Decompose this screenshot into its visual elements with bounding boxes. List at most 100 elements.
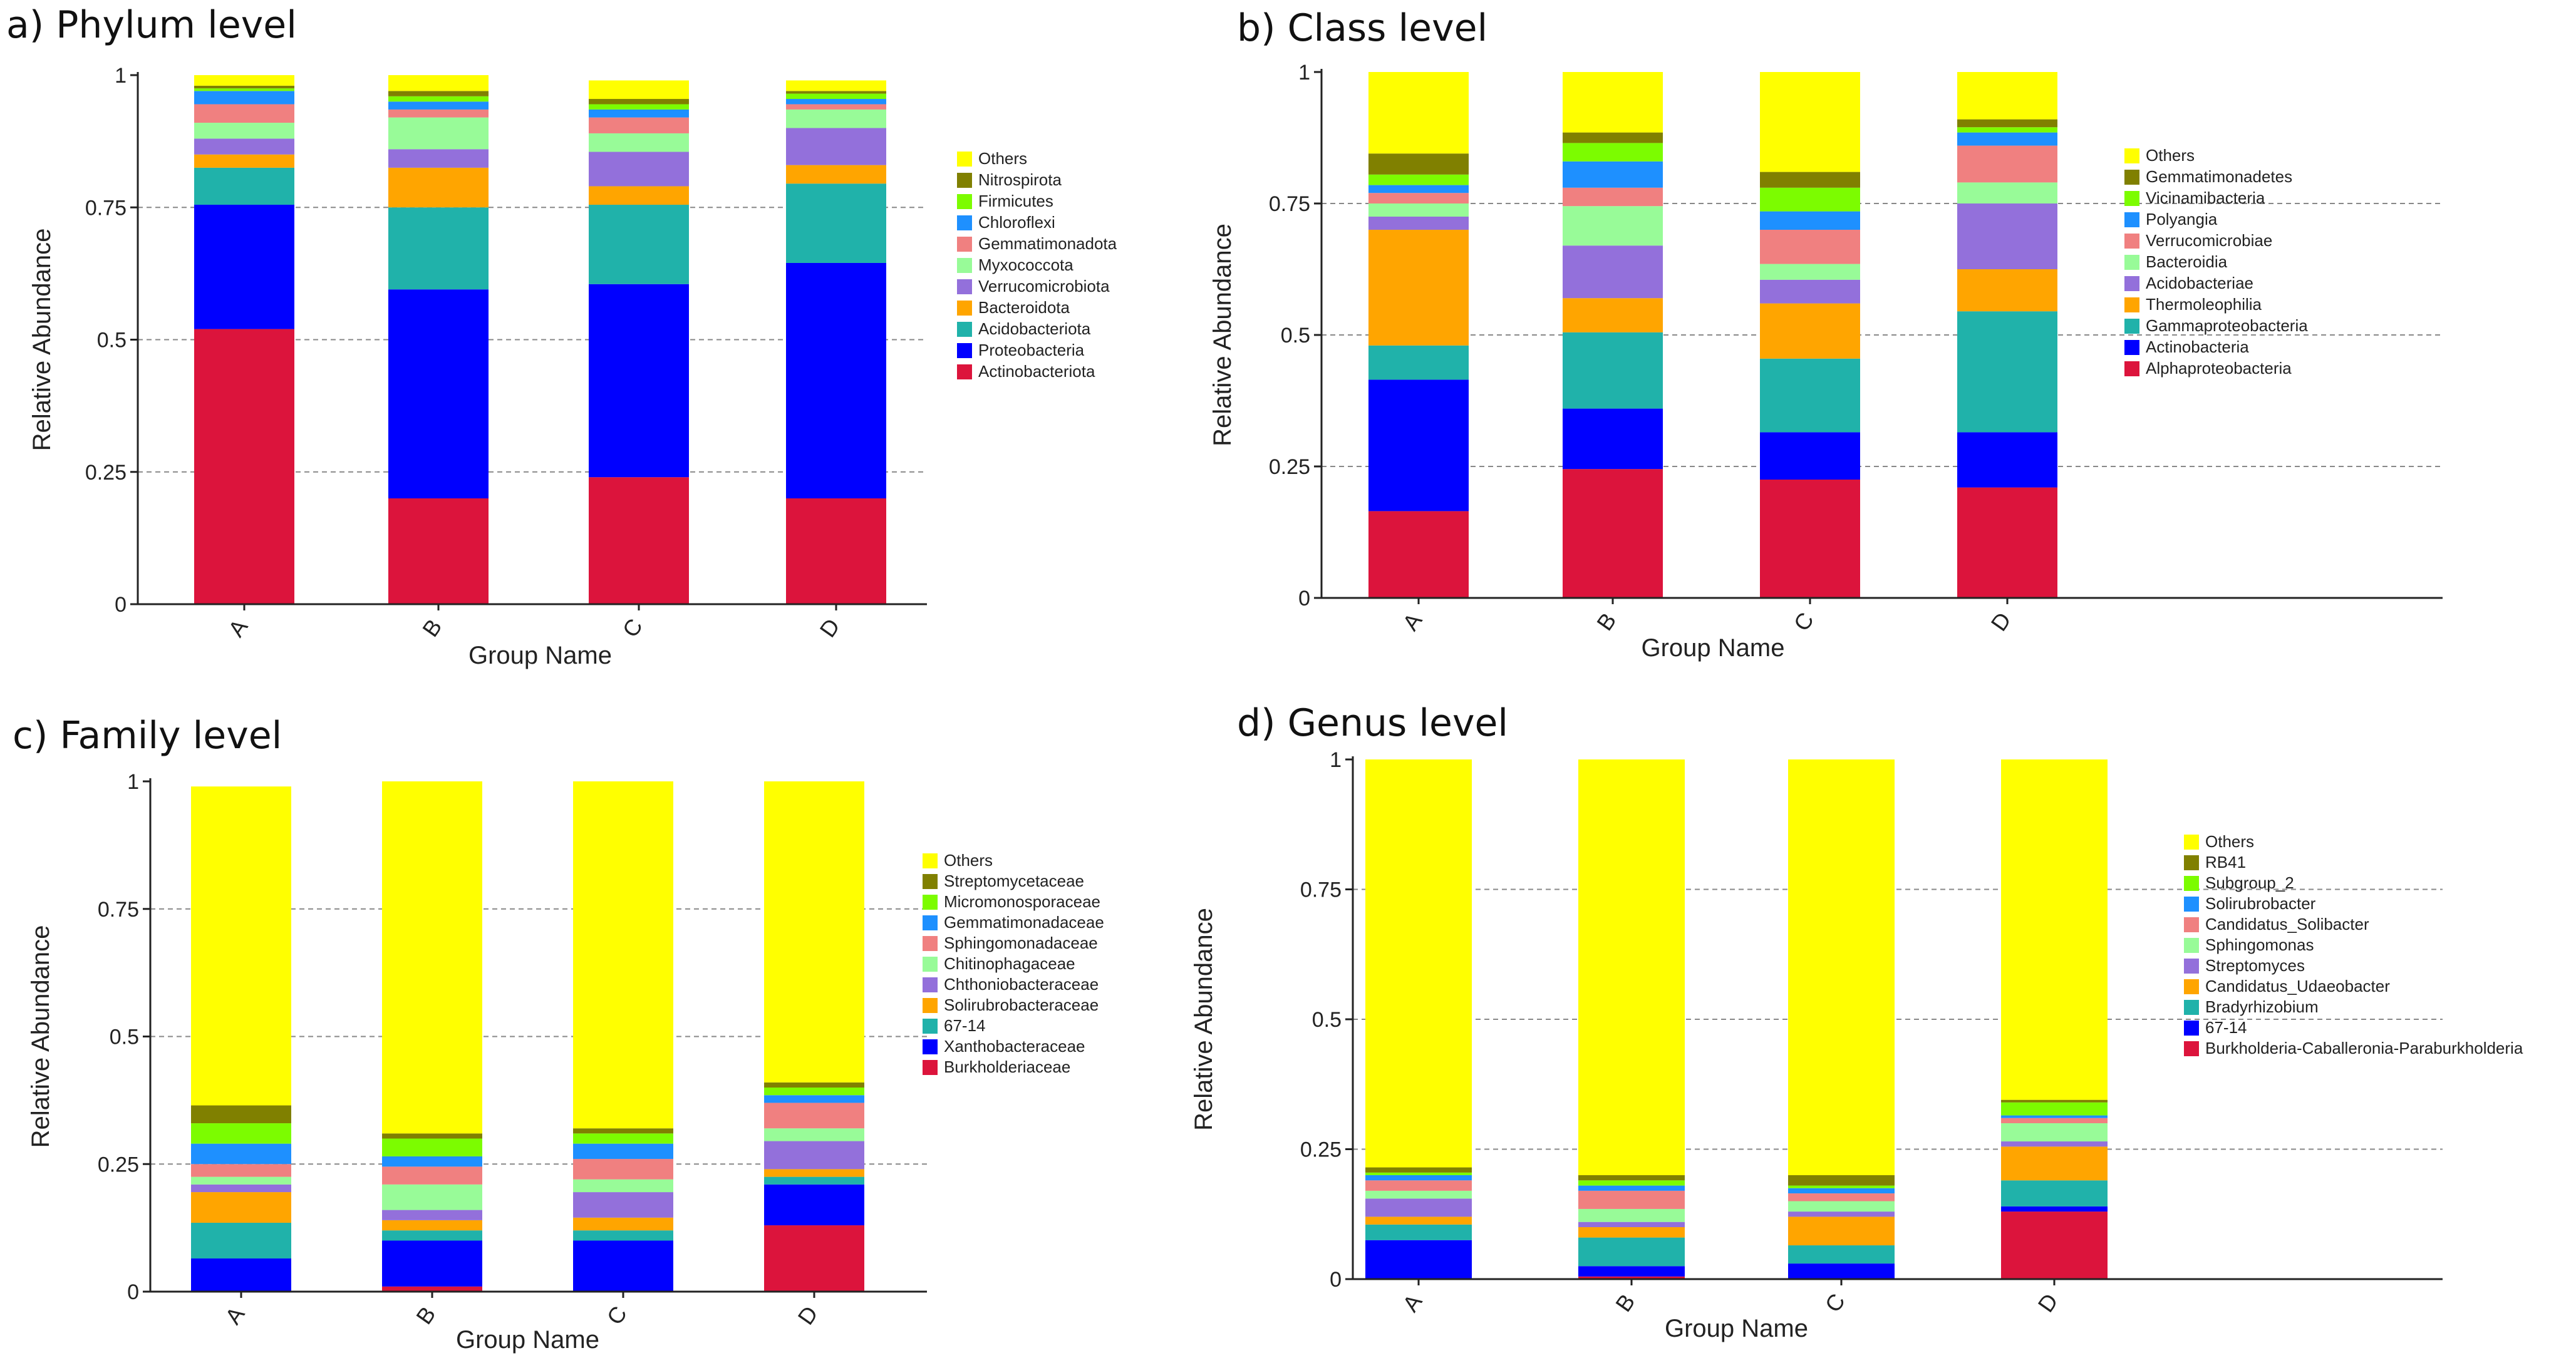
bar-segment [589,99,689,105]
legend-swatch [957,194,972,209]
bar-segment [382,781,482,1134]
bar-segment [764,1176,864,1185]
bar-group-C [1760,72,1860,598]
bar-segment [1365,759,1472,1168]
bar-segment [194,154,294,168]
bar-segment [1563,161,1663,188]
bar-segment [1368,174,1469,185]
bar-segment [1563,206,1663,246]
bar-group-D [764,781,864,1292]
y-axis-title: Relative Abundance [27,925,54,1148]
legend-swatch [2184,1000,2199,1015]
bar-segment [1563,187,1663,207]
bar-segment [1368,217,1469,230]
x-tick-label: B [411,1302,440,1329]
bar-segment [1957,119,2057,128]
legend-swatch [2184,1041,2199,1056]
bar-segment [589,186,689,205]
bar-segment [194,205,294,329]
bar-segment [1788,1185,1895,1188]
bar-segment [191,1222,291,1259]
bar-group-B [388,75,489,604]
bar-segment [1563,298,1663,332]
bar-segment [1365,1167,1472,1173]
y-axis-title: Relative Abundance [1190,908,1218,1131]
legend-swatch [2124,148,2139,163]
bar-segment [589,109,689,118]
legend-swatch [923,853,938,868]
legend-label: Chitinophagaceae [944,954,1075,973]
y-tick-label: 0.75 [98,898,139,922]
bar-segment [764,1225,864,1292]
bar-segment [573,1128,673,1134]
legend-label: Others [2146,146,2195,165]
bar-segment [1957,132,2057,146]
chart-panel-2: b) Class level 0 0.25 0.5 0.75 1 A B C D Relative … [1209,6,2443,662]
bar-segment [589,284,689,478]
y-tick-label: 1 [1330,748,1342,772]
bar-segment [191,1176,291,1185]
bar-segment [786,165,886,184]
bar-group-C [573,781,673,1292]
y-tick-label: 0 [1330,1268,1342,1292]
legend-swatch [2124,361,2139,376]
bar-segment [786,498,886,604]
legend-label: Alphaproteobacteria [2146,359,2292,378]
legend-swatch [2124,340,2139,355]
legend-swatch [923,895,938,910]
legend-label: Others [978,149,1027,168]
legend-label: Sphingomonadaceae [944,934,1098,952]
legend-label: Polyangia [2146,210,2218,229]
x-tick-label: D [793,1301,823,1329]
legend-swatch [957,364,972,379]
bar-group-B [382,781,482,1292]
bar-segment [764,1095,864,1103]
legend-label: Chloroflexi [978,213,1055,232]
legend-swatch [2124,297,2139,312]
legend-swatch [2184,1021,2199,1036]
bar-segment [573,1230,673,1241]
bar-segment [194,104,294,123]
bar-segment [1578,1208,1685,1222]
bar-segment [1760,279,1860,304]
bar-segment [589,133,689,152]
legend-swatch [923,1060,938,1075]
bar-segment [786,99,886,105]
bar-segment [1365,1217,1472,1225]
bar-segment [589,117,689,133]
legend-swatch [2184,876,2199,891]
bar-segment [573,1179,673,1193]
y-tick-label: 0.25 [1300,1138,1342,1162]
bar-segment [2001,759,2108,1100]
bar-segment [589,104,689,110]
legend-swatch [923,977,938,992]
bar-segment [191,1164,291,1177]
bar-segment [388,91,489,96]
bar-segment [2001,1146,2108,1181]
legend-label: Candidatus_Solibacter [2205,915,2369,934]
bar-segment [194,88,294,91]
legend-swatch [2124,234,2139,249]
chart-panel-4: d) Genus level 0 0.25 0.5 0.75 1 A B C D Relative … [1190,701,2523,1342]
x-axis-title: Group Name [456,1326,599,1354]
legend-label: Firmicutes [978,192,1053,210]
bar-group-D [1957,72,2057,598]
bar-group-D [2001,759,2108,1279]
bar-segment [194,123,294,139]
bar-segment [191,1258,291,1292]
legend-label: 67-14 [944,1016,986,1035]
legend-swatch [957,343,972,358]
bar-segment [1788,1193,1895,1201]
bar-segment [191,1192,291,1223]
legend-label: Burkholderia-Caballeronia-Paraburkholder… [2205,1039,2523,1057]
x-tick-label: C [1820,1289,1850,1317]
bar-segment [1563,245,1663,299]
y-axis-title: Relative Abundance [1209,224,1236,446]
bar-segment [1788,1188,1895,1194]
legend-label: Subgroup_2 [2205,873,2294,892]
legend-label: Proteobacteria [978,341,1085,359]
bar-segment [194,91,294,105]
legend-swatch [2184,897,2199,912]
